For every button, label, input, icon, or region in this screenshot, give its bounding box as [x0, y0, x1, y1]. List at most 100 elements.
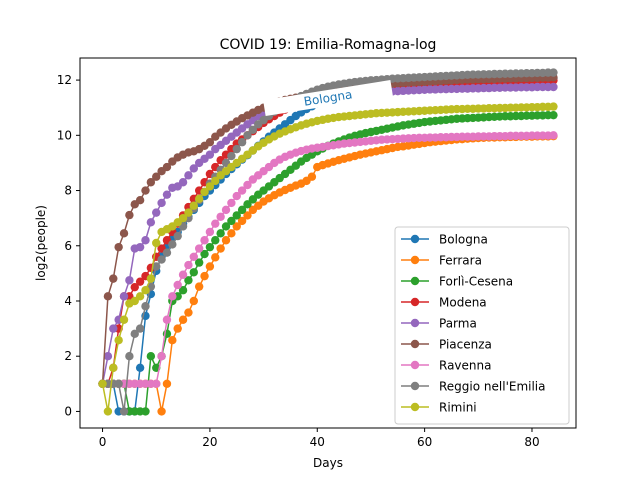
data-point — [141, 186, 150, 195]
legend-label: Bologna — [439, 233, 488, 247]
data-point — [189, 268, 198, 277]
data-point — [307, 172, 317, 181]
x-axis: 0 20 40 60 80 — [99, 428, 540, 449]
legend-label: Parma — [439, 317, 477, 331]
data-point — [205, 242, 215, 252]
series-rimini — [98, 102, 558, 416]
data-point — [221, 236, 231, 245]
data-point — [109, 274, 118, 283]
data-point — [189, 201, 198, 210]
data-point — [109, 363, 118, 373]
data-point — [237, 205, 247, 215]
data-point — [125, 210, 134, 220]
series-reggio-nell-emilia — [98, 68, 558, 416]
data-point — [189, 252, 198, 262]
data-point — [232, 211, 241, 220]
data-point — [243, 131, 252, 140]
y-tick-label: 6 — [64, 239, 72, 253]
y-tick-label: 0 — [64, 404, 72, 418]
data-point — [184, 276, 193, 285]
data-point — [205, 150, 215, 159]
data-point — [141, 407, 150, 416]
data-point — [227, 198, 236, 208]
data-point — [243, 211, 252, 220]
data-point — [119, 292, 129, 301]
legend-item-bologna: Bologna — [401, 233, 488, 247]
data-point — [178, 286, 188, 295]
data-point — [103, 352, 113, 361]
data-point — [211, 236, 220, 245]
data-point — [119, 315, 129, 324]
data-point — [184, 208, 193, 217]
data-point — [146, 218, 156, 227]
data-point — [173, 324, 182, 333]
legend-item-rimini: Rimini — [401, 401, 477, 415]
data-point — [211, 176, 220, 186]
series-forli-cesena — [98, 110, 558, 416]
legend-item-modena: Modena — [401, 296, 487, 310]
data-point — [152, 379, 161, 389]
data-point — [205, 262, 215, 271]
data-point — [211, 253, 220, 262]
data-point — [130, 329, 139, 339]
legend-marker — [410, 234, 420, 244]
data-point — [146, 274, 156, 283]
data-point — [178, 178, 188, 187]
data-point — [173, 231, 182, 241]
data-point — [114, 335, 123, 345]
data-point — [135, 277, 145, 286]
annotation-layer: Bologna — [263, 80, 393, 117]
data-point — [221, 222, 231, 231]
x-tick-label: 60 — [417, 435, 432, 449]
data-point — [152, 238, 161, 248]
data-point — [549, 82, 558, 92]
data-point — [178, 315, 188, 324]
data-point — [194, 258, 204, 267]
data-point — [98, 379, 107, 389]
data-point — [248, 125, 258, 134]
data-point — [146, 352, 156, 361]
data-point — [162, 248, 172, 257]
data-point — [549, 68, 558, 77]
data-point — [227, 216, 236, 226]
legend-item-parma: Parma — [401, 317, 477, 331]
legend-label: Modena — [439, 296, 487, 310]
legend-item-ravenna: Ravenna — [401, 359, 491, 373]
x-tick-label: 80 — [524, 435, 539, 449]
legend-marker — [410, 297, 420, 307]
data-point — [200, 236, 209, 245]
data-point — [194, 244, 204, 253]
x-axis-label: Days — [313, 456, 343, 470]
legend-marker — [410, 276, 420, 286]
data-point — [162, 190, 172, 199]
data-point — [135, 292, 145, 301]
data-point — [184, 171, 193, 180]
data-point — [135, 196, 145, 205]
y-tick-label: 4 — [64, 294, 72, 308]
data-point — [227, 151, 236, 161]
data-point — [205, 227, 215, 237]
data-point — [243, 200, 252, 209]
data-point — [216, 244, 225, 253]
data-point — [125, 352, 134, 361]
x-tick-label: 0 — [99, 435, 107, 449]
data-point — [135, 324, 145, 333]
data-point — [114, 242, 123, 252]
x-tick-label: 20 — [202, 435, 217, 449]
data-point — [152, 262, 161, 271]
y-axis: 0 2 4 6 8 10 12 — [57, 73, 80, 418]
data-point — [178, 270, 188, 279]
data-point — [162, 162, 172, 172]
data-point — [103, 292, 113, 301]
data-point — [173, 280, 182, 290]
data-point — [119, 407, 129, 416]
data-point — [135, 242, 145, 252]
data-point — [178, 213, 188, 223]
data-point — [243, 180, 252, 190]
legend-item-reggio-nell-emilia: Reggio nell'Emilia — [401, 380, 546, 394]
data-point — [227, 229, 236, 238]
legend-label: Forlì-Cesena — [439, 275, 513, 289]
data-point — [114, 379, 123, 389]
legend-marker — [410, 339, 420, 349]
